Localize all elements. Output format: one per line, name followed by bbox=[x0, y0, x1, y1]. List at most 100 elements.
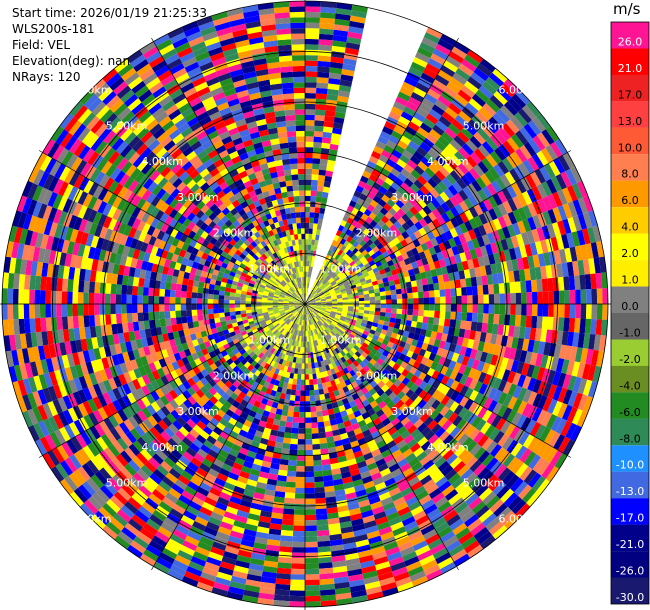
range-gate bbox=[346, 36, 362, 45]
range-gate bbox=[457, 131, 470, 144]
range-gate bbox=[159, 385, 169, 396]
range-gate bbox=[445, 199, 455, 210]
range-gate bbox=[342, 306, 349, 309]
range-gate bbox=[346, 291, 353, 295]
range-gate bbox=[419, 412, 430, 423]
range-gate bbox=[348, 323, 355, 329]
range-gate bbox=[369, 400, 379, 409]
range-gate bbox=[315, 307, 321, 310]
range-gate bbox=[309, 299, 315, 302]
range-gate bbox=[328, 277, 334, 283]
range-gate bbox=[239, 339, 246, 346]
range-gate bbox=[454, 319, 462, 329]
range-gate bbox=[236, 509, 249, 519]
range-gate bbox=[419, 474, 433, 486]
range-gate bbox=[521, 191, 533, 205]
range-gate bbox=[209, 323, 217, 330]
range-gate bbox=[510, 304, 516, 315]
range-gate bbox=[357, 437, 367, 446]
range-gate bbox=[328, 287, 334, 292]
range-gate bbox=[263, 356, 270, 363]
range-gate bbox=[305, 368, 309, 375]
range-gate bbox=[557, 402, 568, 419]
range-gate bbox=[300, 325, 303, 331]
range-gate bbox=[413, 346, 422, 355]
range-gate bbox=[366, 376, 374, 384]
range-gate bbox=[493, 90, 508, 106]
range-gate bbox=[584, 274, 592, 290]
range-gate bbox=[318, 174, 326, 182]
range-gate bbox=[291, 384, 297, 391]
range-gate bbox=[362, 372, 371, 380]
range-gate bbox=[358, 382, 366, 391]
range-gate bbox=[433, 184, 444, 195]
range-gate bbox=[407, 173, 418, 184]
range-gate bbox=[577, 332, 585, 348]
range-gate bbox=[305, 293, 308, 299]
range-gate bbox=[236, 452, 247, 461]
range-gate bbox=[396, 365, 405, 374]
range-gate bbox=[271, 327, 277, 333]
range-gate bbox=[202, 309, 209, 315]
range-gate bbox=[245, 432, 255, 441]
range-gate bbox=[321, 301, 327, 304]
range-gate bbox=[390, 269, 398, 276]
range-gate bbox=[351, 274, 358, 280]
range-gate bbox=[441, 212, 451, 223]
range-gate bbox=[417, 285, 424, 293]
range-gate bbox=[201, 458, 213, 468]
range-gate bbox=[357, 348, 364, 355]
range-gate bbox=[315, 300, 321, 303]
range-gate bbox=[502, 226, 511, 239]
range-gate bbox=[258, 515, 272, 524]
range-gate bbox=[62, 328, 70, 343]
range-gate bbox=[582, 396, 594, 413]
range-gate bbox=[406, 314, 413, 321]
range-gate bbox=[566, 360, 575, 376]
range-gate bbox=[305, 547, 318, 553]
range-gate bbox=[324, 347, 330, 354]
range-gate bbox=[461, 106, 476, 119]
range-gate bbox=[295, 324, 299, 330]
range-gate bbox=[221, 361, 230, 369]
range-gate bbox=[320, 12, 336, 19]
range-gate bbox=[348, 269, 355, 275]
range-gate bbox=[127, 350, 136, 361]
range-gate bbox=[295, 329, 298, 336]
range-gate bbox=[289, 300, 295, 303]
range-gate bbox=[73, 487, 88, 504]
range-gate bbox=[401, 265, 408, 273]
range-gate bbox=[294, 312, 299, 317]
range-gate bbox=[251, 463, 262, 472]
range-gate bbox=[562, 404, 573, 421]
range-gate bbox=[320, 349, 325, 356]
range-gate bbox=[479, 331, 487, 343]
range-gate bbox=[458, 63, 474, 77]
range-gate bbox=[336, 296, 343, 299]
range-gate bbox=[56, 291, 62, 304]
range-gate bbox=[99, 304, 106, 315]
range-gate bbox=[105, 283, 112, 294]
range-gate bbox=[450, 380, 460, 391]
range-gate bbox=[131, 514, 146, 528]
range-gate bbox=[522, 487, 537, 504]
range-gate bbox=[464, 171, 476, 184]
range-gate bbox=[278, 551, 292, 558]
range-gate bbox=[364, 307, 370, 311]
range-gate bbox=[240, 365, 248, 373]
range-gate bbox=[308, 295, 312, 300]
range-gate bbox=[343, 542, 357, 550]
range-gate bbox=[142, 287, 149, 296]
range-gate bbox=[260, 354, 267, 361]
range-gate bbox=[310, 301, 316, 303]
range-gate bbox=[22, 410, 34, 428]
range-gate bbox=[365, 278, 372, 284]
range-gate bbox=[64, 367, 74, 381]
range-gate bbox=[481, 322, 488, 333]
range-gate bbox=[345, 229, 353, 236]
range-gate bbox=[410, 169, 421, 180]
range-gate bbox=[200, 416, 210, 426]
range-gate bbox=[305, 482, 315, 488]
range-gate bbox=[90, 514, 106, 530]
range-gate bbox=[411, 352, 419, 361]
